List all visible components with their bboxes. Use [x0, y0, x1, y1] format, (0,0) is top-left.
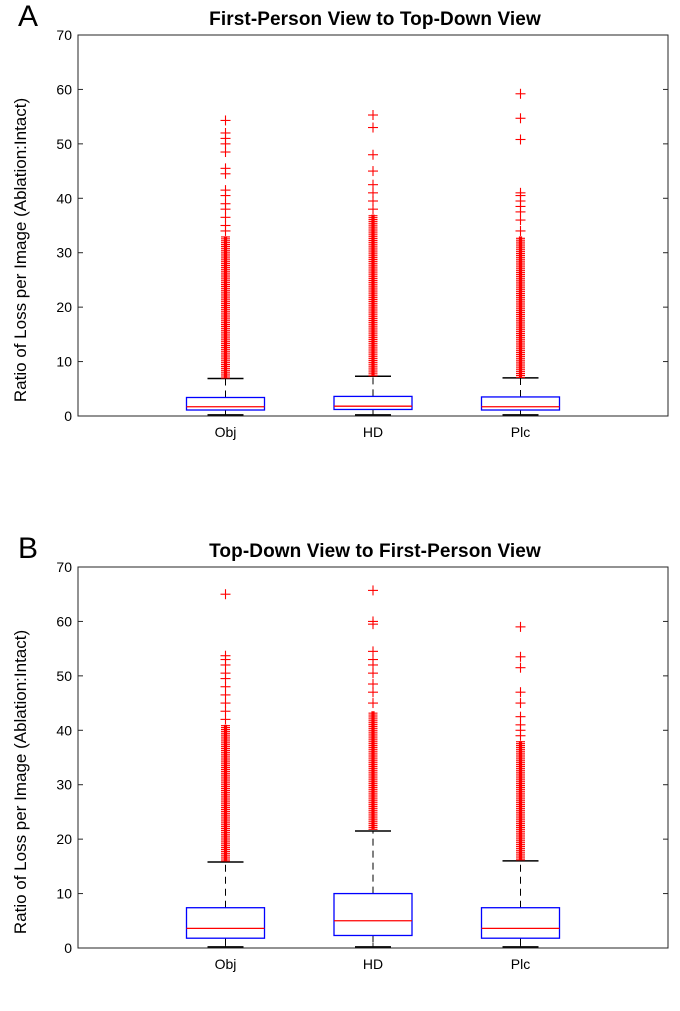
outlier-marker — [515, 134, 526, 145]
outlier-marker — [515, 187, 526, 198]
outlier-marker — [220, 163, 231, 174]
outlier-marker — [368, 679, 378, 690]
y-tick-label: 30 — [56, 245, 72, 261]
chart-title: Top-Down View to First-Person View — [209, 541, 541, 562]
box — [185, 396, 266, 411]
y-tick-label: 40 — [56, 722, 72, 738]
y-tick-label: 60 — [56, 613, 72, 629]
outlier-marker — [368, 110, 378, 121]
y-tick-label: 60 — [56, 81, 72, 97]
outlier-marker — [515, 711, 526, 722]
outlier-marker — [515, 687, 526, 698]
boxplot-chart: 0 10 20 30 40 50 60 70 Obj HD Plc — [56, 27, 669, 440]
y-tick-label: 40 — [56, 190, 72, 206]
outlier-marker — [515, 88, 526, 99]
boxplot-chart: 0 10 20 30 40 50 60 70 Obj HD Plc — [56, 559, 669, 972]
x-tick-label: Obj — [215, 956, 237, 972]
outlier-marker — [515, 225, 526, 236]
x-tick-label: HD — [363, 956, 383, 972]
y-tick-label: 20 — [56, 831, 72, 847]
outlier-marker — [368, 122, 378, 133]
panel-letter: B — [18, 532, 39, 565]
y-tick-label: 50 — [56, 136, 72, 152]
x-tick-label: Plc — [511, 956, 530, 972]
outlier-marker — [220, 650, 231, 661]
outlier-marker — [515, 698, 526, 709]
y-tick-label: 0 — [64, 408, 72, 424]
panel-a: A First-Person View to Top-Down View Rat… — [0, 0, 680, 479]
panel-letter: A — [18, 0, 39, 33]
outlier-marker — [220, 185, 231, 196]
y-tick-label: 10 — [56, 354, 72, 370]
x-tick-label: Plc — [511, 424, 530, 440]
outlier-marker — [220, 115, 231, 126]
box — [333, 395, 413, 411]
outlier-marker — [368, 179, 378, 190]
outlier-marker — [368, 646, 378, 657]
box — [333, 892, 413, 937]
outlier-marker — [515, 621, 526, 632]
outlier-marker — [515, 651, 526, 662]
chart-title: First-Person View to Top-Down View — [209, 9, 541, 30]
y-tick-label: 0 — [64, 940, 72, 956]
y-tick-label: 50 — [56, 668, 72, 684]
outlier-marker — [368, 149, 378, 160]
outlier-marker — [515, 113, 526, 124]
outlier-marker — [368, 585, 378, 596]
x-tick-label: HD — [363, 424, 383, 440]
y-tick-label: 10 — [56, 886, 72, 902]
y-tick-label: 20 — [56, 299, 72, 315]
y-tick-label: 70 — [56, 27, 72, 43]
x-tick-label: Obj — [215, 424, 237, 440]
box — [185, 907, 266, 939]
outlier-marker — [220, 589, 231, 600]
outlier-marker — [368, 166, 378, 177]
y-tick-label: 30 — [56, 777, 72, 793]
box — [480, 907, 561, 939]
box — [480, 396, 561, 411]
outlier-marker — [220, 127, 231, 138]
y-tick-label: 70 — [56, 559, 72, 575]
outlier-marker — [515, 662, 526, 673]
outlier-marker — [368, 616, 378, 627]
outlier-marker — [368, 698, 378, 709]
panel-b: B Top-Down View to First-Person View Rat… — [0, 532, 680, 1011]
